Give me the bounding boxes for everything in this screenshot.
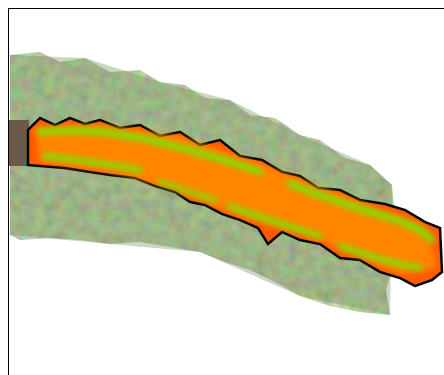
- dark-tile: [9, 120, 29, 166]
- page: [0, 0, 444, 375]
- map-view: [0, 0, 444, 375]
